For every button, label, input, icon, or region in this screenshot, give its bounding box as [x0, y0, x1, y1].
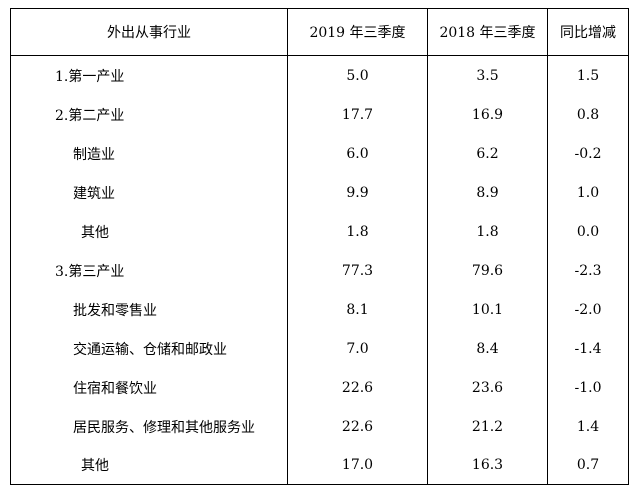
value-2018-cell: 79.6: [427, 251, 548, 290]
industry-name-cell: 交通运输、仓储和邮政业: [10, 329, 288, 368]
table-row: 住宿和餐饮业 22.6 23.6 -1.0: [10, 368, 629, 407]
value-2019-cell: 17.0: [287, 446, 428, 485]
table-row: 3.第三产业 77.3 79.6 -2.3: [10, 251, 629, 290]
yoy-change-cell: -1.4: [547, 329, 629, 368]
table-row: 批发和零售业 8.1 10.1 -2.0: [10, 290, 629, 329]
table-row: 居民服务、修理和其他服务业 22.6 21.2 1.4: [10, 407, 629, 446]
value-2018-cell: 1.8: [427, 212, 548, 251]
table-body: 1.第一产业 5.0 3.5 1.5 2.第二产业 17.7 16.9 0.8 制造业 6.0 6.…: [10, 55, 629, 485]
value-2019-cell: 17.7: [287, 95, 428, 134]
industry-name-cell: 3.第三产业: [10, 251, 288, 290]
industry-name-cell: 批发和零售业: [10, 290, 288, 329]
industry-name-cell: 建筑业: [10, 173, 288, 212]
value-2018-cell: 3.5: [427, 55, 548, 95]
industry-name-cell: 2.第二产业: [10, 95, 288, 134]
table-row: 其他 1.8 1.8 0.0: [10, 212, 629, 251]
yoy-change-cell: -0.2: [547, 134, 629, 173]
value-2019-cell: 22.6: [287, 407, 428, 446]
yoy-change-cell: -1.0: [547, 368, 629, 407]
table-header-row: 外出从事行业 2019 年三季度 2018 年三季度 同比增减: [10, 8, 629, 56]
value-2019-cell: 77.3: [287, 251, 428, 290]
yoy-change-cell: 0.8: [547, 95, 629, 134]
value-2018-cell: 16.9: [427, 95, 548, 134]
value-2018-cell: 23.6: [427, 368, 548, 407]
value-2019-cell: 22.6: [287, 368, 428, 407]
header-2018-q3: 2018 年三季度: [427, 8, 548, 56]
value-2019-cell: 6.0: [287, 134, 428, 173]
value-2019-cell: 9.9: [287, 173, 428, 212]
industry-name-cell: 居民服务、修理和其他服务业: [10, 407, 288, 446]
industry-name-cell: 1.第一产业: [10, 55, 288, 95]
value-2018-cell: 10.1: [427, 290, 548, 329]
yoy-change-cell: 1.4: [547, 407, 629, 446]
table-row: 制造业 6.0 6.2 -0.2: [10, 134, 629, 173]
header-industry: 外出从事行业: [10, 8, 288, 56]
value-2018-cell: 8.9: [427, 173, 548, 212]
table-row: 1.第一产业 5.0 3.5 1.5: [10, 55, 629, 95]
industry-name-cell: 其他: [10, 446, 288, 485]
value-2019-cell: 7.0: [287, 329, 428, 368]
table-row: 其他 17.0 16.3 0.7: [10, 446, 629, 485]
table-row: 2.第二产业 17.7 16.9 0.8: [10, 95, 629, 134]
yoy-change-cell: 0.0: [547, 212, 629, 251]
industry-table: 外出从事行业 2019 年三季度 2018 年三季度 同比增减 1.第一产业 5.…: [10, 8, 629, 485]
value-2018-cell: 16.3: [427, 446, 548, 485]
value-2018-cell: 8.4: [427, 329, 548, 368]
value-2018-cell: 21.2: [427, 407, 548, 446]
industry-name-cell: 制造业: [10, 134, 288, 173]
industry-name-cell: 住宿和餐饮业: [10, 368, 288, 407]
header-2019-q3: 2019 年三季度: [287, 8, 428, 56]
yoy-change-cell: -2.3: [547, 251, 629, 290]
industry-name-cell: 其他: [10, 212, 288, 251]
value-2019-cell: 8.1: [287, 290, 428, 329]
header-yoy-change: 同比增减: [547, 8, 629, 56]
table-row: 建筑业 9.9 8.9 1.0: [10, 173, 629, 212]
yoy-change-cell: 1.0: [547, 173, 629, 212]
table-row: 交通运输、仓储和邮政业 7.0 8.4 -1.4: [10, 329, 629, 368]
value-2018-cell: 6.2: [427, 134, 548, 173]
yoy-change-cell: 0.7: [547, 446, 629, 485]
yoy-change-cell: 1.5: [547, 55, 629, 95]
value-2019-cell: 5.0: [287, 55, 428, 95]
yoy-change-cell: -2.0: [547, 290, 629, 329]
value-2019-cell: 1.8: [287, 212, 428, 251]
